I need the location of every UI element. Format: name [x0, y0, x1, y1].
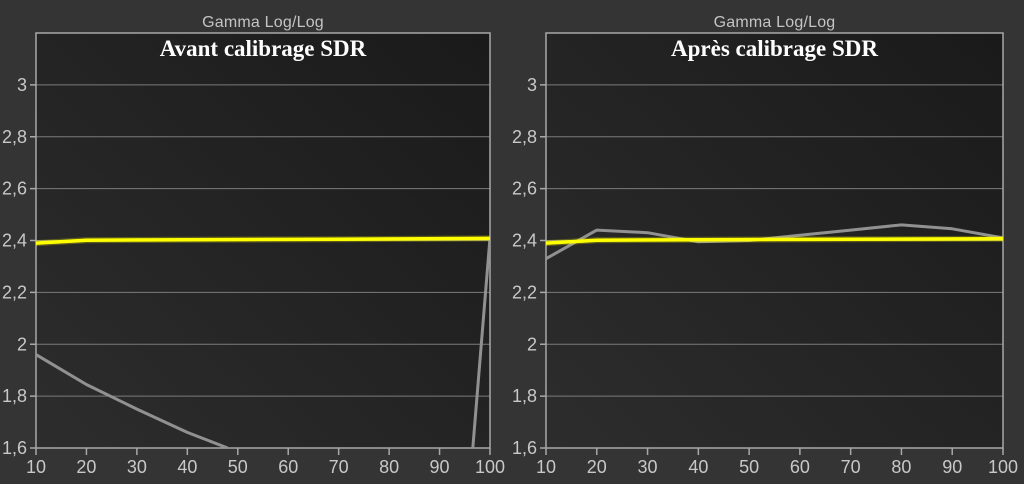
svg-text:2,6: 2,6: [512, 179, 537, 199]
chart-panel-before-calibration: 3 2,8 2,6 2,4 2,2 2 1,8 1,6 10 20 30 40 50 60 70 80 90 10…: [2, 14, 505, 477]
svg-text:2,2: 2,2: [512, 282, 537, 302]
chart-title: Avant calibrage SDR: [159, 36, 367, 61]
svg-text:100: 100: [475, 457, 505, 477]
svg-text:2,8: 2,8: [512, 127, 537, 147]
gamma-chart-before-canvas: 3 2,8 2,6 2,4 2,2 2 1,8 1,610 20 30 40 50 60 70 80 90 10…: [2, 32, 505, 477]
svg-text:2,6: 2,6: [2, 179, 27, 199]
svg-text:2: 2: [527, 334, 537, 354]
svg-text:60: 60: [278, 457, 298, 477]
chart-header: Gamma Log/Log: [202, 14, 324, 31]
svg-text:1,6: 1,6: [512, 438, 537, 458]
svg-text:90: 90: [942, 457, 962, 477]
svg-text:2,8: 2,8: [2, 127, 27, 147]
svg-text:80: 80: [891, 457, 911, 477]
svg-text:80: 80: [379, 457, 399, 477]
svg-text:90: 90: [430, 457, 450, 477]
svg-text:50: 50: [228, 457, 248, 477]
svg-text:1,8: 1,8: [2, 386, 27, 406]
svg-text:3: 3: [527, 75, 537, 95]
svg-text:2,4: 2,4: [2, 231, 27, 251]
chart-title: Après calibrage SDR: [671, 36, 878, 61]
svg-text:100: 100: [988, 457, 1018, 477]
svg-text:30: 30: [127, 457, 147, 477]
svg-text:40: 40: [177, 457, 197, 477]
svg-text:2,2: 2,2: [2, 282, 27, 302]
svg-text:2,4: 2,4: [512, 231, 537, 251]
svg-text:1,6: 1,6: [2, 438, 27, 458]
svg-text:2: 2: [17, 334, 27, 354]
svg-text:20: 20: [76, 457, 96, 477]
svg-text:1,8: 1,8: [512, 386, 537, 406]
svg-text:40: 40: [688, 457, 708, 477]
svg-text:3: 3: [17, 75, 27, 95]
svg-text:30: 30: [638, 457, 658, 477]
chart-header: Gamma Log/Log: [713, 14, 836, 31]
svg-text:70: 70: [329, 457, 349, 477]
gamma-chart-after-canvas: 3 2,8 2,6 2,4 2,2 2 1,8 1,610 20 30 40 50 60 70 80 90 10…: [512, 32, 1018, 477]
svg-text:50: 50: [739, 457, 759, 477]
svg-text:10: 10: [26, 457, 46, 477]
svg-text:20: 20: [587, 457, 607, 477]
svg-text:10: 10: [536, 457, 556, 477]
chart-panel-after-calibration: 3 2,8 2,6 2,4 2,2 2 1,8 1,6 10 20 30 40 50 60 70 80 90 10…: [512, 0, 1024, 484]
svg-text:60: 60: [790, 457, 810, 477]
svg-text:70: 70: [841, 457, 861, 477]
